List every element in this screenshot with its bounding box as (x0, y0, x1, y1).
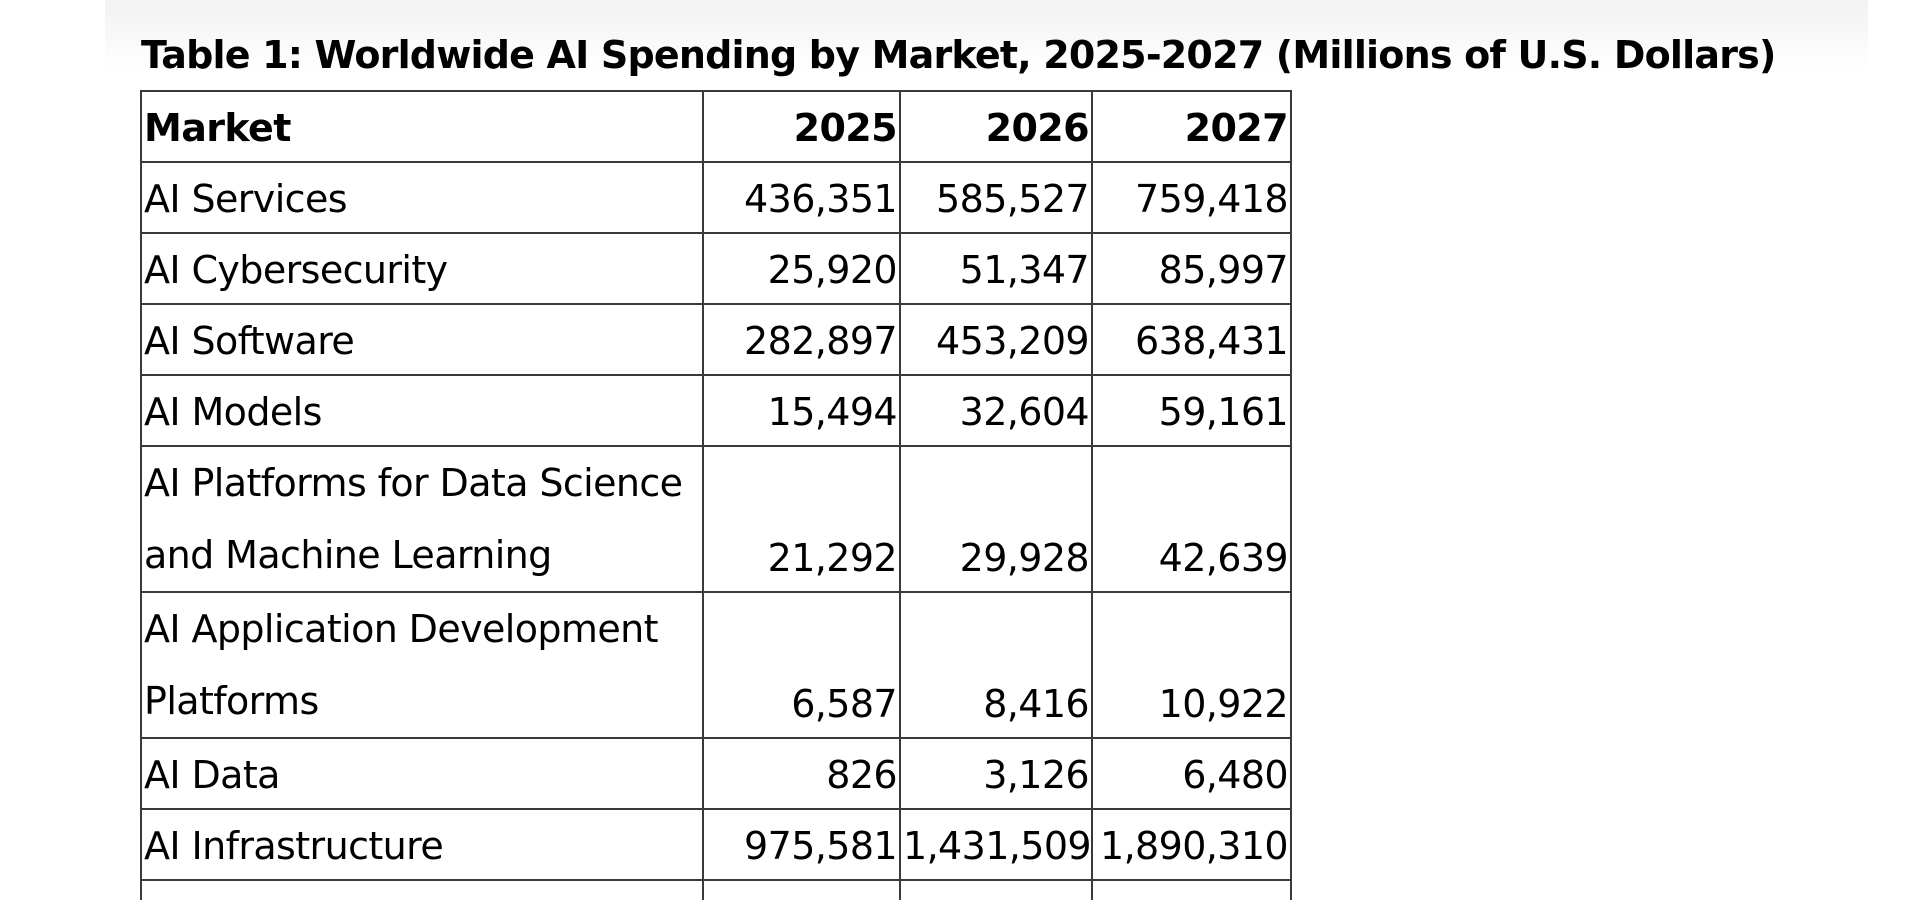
value-cell-2025: 975,581 (702, 808, 901, 881)
value-cell-2027: 759,418 (1091, 161, 1292, 234)
empty-cell (1091, 879, 1292, 900)
value-cell-2026: 1,431,509 (899, 808, 1093, 881)
empty-cell (899, 879, 1093, 900)
column-header-2026: 2026 (899, 90, 1093, 163)
column-header-2027: 2027 (1091, 90, 1292, 163)
value-cell-2025: 6,587 (702, 591, 901, 739)
value-cell-2025: 21,292 (702, 445, 901, 593)
market-cell: AI Software (140, 303, 704, 376)
market-cell: AI Data (140, 737, 704, 810)
value-cell-2026: 51,347 (899, 232, 1093, 305)
value-cell-2025: 436,351 (702, 161, 901, 234)
market-cell: AI Services (140, 161, 704, 234)
table-row: AI Infrastructure 975,581 1,431,509 1,89… (140, 808, 1292, 881)
value-cell-2027: 42,639 (1091, 445, 1292, 593)
value-cell-2026: 3,126 (899, 737, 1093, 810)
table-row: AI Software 282,897 453,209 638,431 (140, 303, 1292, 376)
table-row: AI Platforms for Data Science and Machin… (140, 445, 1292, 593)
value-cell-2027: 10,922 (1091, 591, 1292, 739)
empty-cell (140, 879, 704, 900)
market-cell: AI Platforms for Data Science and Machin… (140, 445, 704, 593)
value-cell-2027: 1,890,310 (1091, 808, 1292, 881)
column-header-market: Market (140, 90, 704, 163)
value-cell-2026: 32,604 (899, 374, 1093, 447)
value-cell-2026: 585,527 (899, 161, 1093, 234)
table-row: AI Data 826 3,126 6,480 (140, 737, 1292, 810)
value-cell-2025: 282,897 (702, 303, 901, 376)
market-cell: AI Cybersecurity (140, 232, 704, 305)
value-cell-2026: 29,928 (899, 445, 1093, 593)
value-cell-2027: 6,480 (1091, 737, 1292, 810)
table-row: AI Models 15,494 32,604 59,161 (140, 374, 1292, 447)
value-cell-2026: 453,209 (899, 303, 1093, 376)
table-header-row: Market 2025 2026 2027 (140, 90, 1292, 163)
value-cell-2026: 8,416 (899, 591, 1093, 739)
value-cell-2027: 638,431 (1091, 303, 1292, 376)
market-cell: AI Infrastructure (140, 808, 704, 881)
empty-cell (702, 879, 901, 900)
spending-table: Market 2025 2026 2027 AI Services 436,35… (140, 90, 1292, 900)
table-row: AI Application Development Platforms 6,5… (140, 591, 1292, 739)
value-cell-2027: 85,997 (1091, 232, 1292, 305)
table-row-partial (140, 879, 1292, 900)
market-cell: AI Application Development Platforms (140, 591, 704, 739)
table-row: AI Services 436,351 585,527 759,418 (140, 161, 1292, 234)
table-title: Table 1: Worldwide AI Spending by Market… (141, 33, 1776, 77)
column-header-2025: 2025 (702, 90, 901, 163)
value-cell-2025: 25,920 (702, 232, 901, 305)
header-shade (105, 0, 1868, 70)
value-cell-2027: 59,161 (1091, 374, 1292, 447)
value-cell-2025: 15,494 (702, 374, 901, 447)
market-cell: AI Models (140, 374, 704, 447)
value-cell-2025: 826 (702, 737, 901, 810)
table-row: AI Cybersecurity 25,920 51,347 85,997 (140, 232, 1292, 305)
